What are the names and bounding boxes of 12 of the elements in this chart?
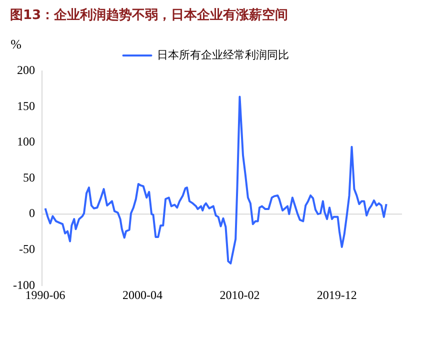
y-tick-label: 0 — [28, 206, 35, 220]
y-axis-title: % — [10, 36, 22, 52]
y-tick-label: 150 — [16, 98, 35, 113]
legend-label: 日本所有企业经常利润同比 — [156, 48, 289, 62]
x-tick-label: 2019-12 — [316, 288, 357, 302]
x-tick-label: 2000-04 — [122, 288, 162, 302]
x-tick-label: 2010-02 — [220, 288, 260, 302]
y-tick-label: 50 — [22, 170, 35, 184]
y-tick-label: -50 — [18, 242, 35, 256]
chart-title: 图13：企业利润趋势不弱，日本企业有涨薪空间 — [10, 6, 288, 24]
y-tick-label: 200 — [16, 63, 35, 78]
y-tick-label: 100 — [16, 134, 35, 149]
